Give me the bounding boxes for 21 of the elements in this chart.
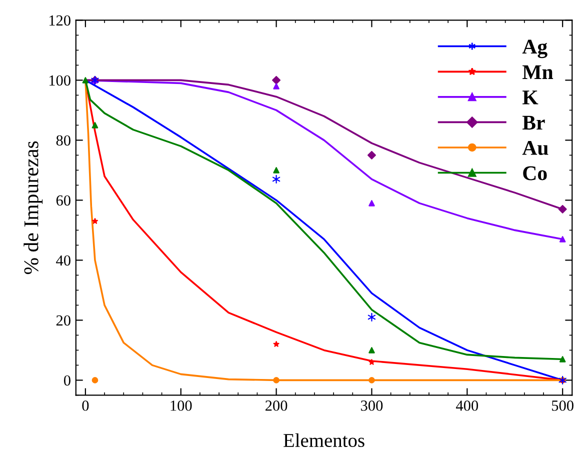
y-axis-title: % de Impurezas [24, 141, 43, 274]
legend-label: Br [522, 116, 545, 130]
x-tick-label: 100 [170, 400, 192, 411]
x-axis-title: Elementos [284, 433, 364, 448]
legend-label: Mn [522, 65, 554, 79]
x-tick-label: 500 [552, 400, 574, 411]
legend-label: Ag [522, 40, 548, 58]
legend-label: K [522, 90, 538, 104]
x-tick-label: 0 [82, 400, 89, 411]
y-tick-label: 0 [64, 375, 70, 386]
x-tick-label: 200 [266, 400, 288, 411]
y-tick-label: 20 [56, 315, 70, 326]
x-tick-label: 400 [456, 400, 478, 411]
y-tick-label: 100 [49, 75, 70, 86]
y-tick-label: 40 [56, 255, 70, 266]
y-tick-label: 120 [49, 15, 70, 26]
y-tick-label: 80 [56, 135, 70, 146]
x-tick-label: 300 [361, 400, 383, 411]
y-tick-label: 60 [56, 195, 70, 206]
legend-label: Au [522, 141, 548, 156]
legend-label: Co [523, 166, 547, 180]
